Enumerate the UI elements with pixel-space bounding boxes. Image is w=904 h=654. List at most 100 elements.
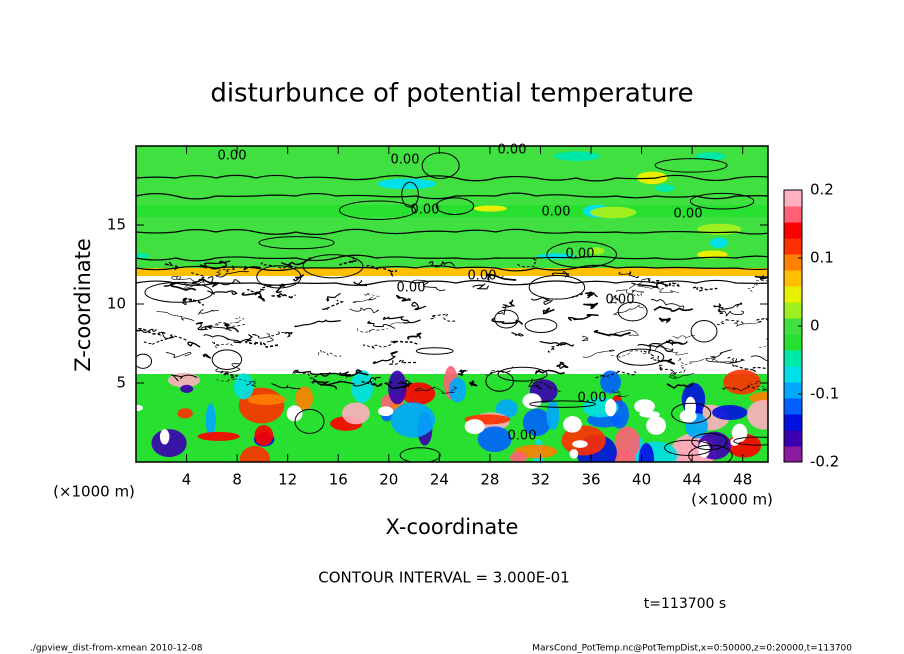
- field-patch: [286, 405, 303, 422]
- contour-line: [485, 366, 514, 376]
- contour-line: [615, 289, 644, 294]
- contour-line: [678, 358, 696, 367]
- contour-line: [144, 281, 213, 303]
- contour-line: [143, 335, 188, 345]
- contour-label: 0.00: [674, 207, 703, 222]
- contour-line: [401, 181, 419, 208]
- contour-line: [198, 309, 219, 315]
- contour-line: [195, 322, 213, 331]
- contour-line: [629, 278, 651, 289]
- contour-line: [353, 279, 367, 287]
- contour-line: [717, 318, 745, 326]
- contour-line: [722, 386, 749, 392]
- contour-line: [542, 307, 555, 315]
- contour-line: [582, 349, 616, 358]
- field-patch: [605, 398, 617, 417]
- contour-line: [225, 316, 245, 325]
- field-patch: [159, 429, 170, 445]
- contour-line: [216, 378, 257, 383]
- contour-line: [215, 363, 241, 373]
- field-patch: [546, 400, 560, 431]
- contour-line: [595, 370, 637, 379]
- contour-line: [435, 197, 475, 215]
- contour-line: [214, 271, 249, 278]
- contour-line: [222, 323, 240, 333]
- x-tick-label: 4: [182, 471, 192, 489]
- field-patch: [239, 445, 271, 462]
- contour-label: 0.00: [391, 153, 420, 168]
- contour-line: [421, 152, 460, 179]
- contour-line: [669, 371, 695, 379]
- colorbar-segment: [784, 318, 802, 335]
- contour-line: [157, 331, 175, 339]
- field-patch: [747, 399, 768, 430]
- colorbar-tick-label: -0.2: [810, 453, 839, 471]
- contour-line: [654, 346, 689, 356]
- x-axis-label: X-coordinate: [386, 515, 519, 539]
- colorbar-segment: [784, 430, 802, 447]
- field-band: [136, 268, 768, 276]
- contour-line: [252, 333, 274, 343]
- contour-line: [614, 329, 639, 336]
- contour-line: [171, 275, 199, 282]
- contour-line: [653, 305, 694, 312]
- contour-label: 0.00: [218, 149, 247, 164]
- contour-line: [618, 271, 640, 279]
- contour-line: [136, 279, 768, 286]
- contour-line: [617, 301, 648, 322]
- field-patch: [572, 440, 588, 448]
- colorbar-segment: [784, 222, 802, 239]
- contour-line: [610, 350, 651, 358]
- contour-line: [710, 349, 732, 361]
- contour-line: [469, 380, 478, 387]
- contour-label: 0.00: [508, 429, 537, 444]
- contour-line: [613, 304, 645, 316]
- contour-line: [497, 366, 548, 382]
- contour-line: [187, 298, 204, 306]
- contour-line: [211, 349, 243, 370]
- field-patch: [600, 370, 621, 394]
- contour-line: [165, 351, 192, 358]
- contour-line: [271, 293, 296, 300]
- contour-line: [750, 355, 768, 362]
- contour-line: [616, 348, 665, 366]
- colorbar-segment: [784, 286, 802, 303]
- contour-line: [637, 341, 683, 347]
- field-patch: [136, 252, 150, 260]
- colorbar-segment: [784, 302, 802, 319]
- field-patch: [377, 178, 437, 190]
- contour-line: [529, 400, 596, 408]
- contour-line: [658, 364, 675, 372]
- x-tick-label: 28: [480, 471, 499, 489]
- x-tick-label: 16: [329, 471, 348, 489]
- field-patch: [522, 408, 551, 436]
- contour-line: [312, 378, 355, 386]
- field-patch: [350, 370, 374, 403]
- field: [136, 146, 768, 462]
- field-patch: [180, 384, 194, 394]
- contour-line: [430, 313, 456, 322]
- colorbar-tick-label: -0.1: [810, 385, 839, 403]
- contour-line: [411, 279, 446, 291]
- contour-line: [317, 349, 342, 357]
- contour-line: [485, 273, 517, 281]
- contour-line: [293, 369, 331, 377]
- contour-line: [637, 286, 680, 294]
- contour-line: [294, 319, 341, 328]
- field-patch: [709, 237, 729, 248]
- colorbar-segment: [784, 366, 802, 383]
- contour-line: [532, 381, 563, 394]
- contour-line: [352, 297, 377, 303]
- contour-line: [136, 228, 768, 235]
- colorbar-segment: [784, 382, 802, 399]
- contour-line: [325, 292, 341, 302]
- contour-line: [721, 310, 745, 317]
- contour-line: [497, 304, 509, 315]
- contour-label: 0.00: [606, 293, 635, 308]
- field-patch: [563, 416, 582, 433]
- contour-line: [727, 357, 738, 363]
- contour-line: [485, 370, 514, 392]
- contour-line: [389, 340, 420, 346]
- contour-line: [136, 174, 768, 182]
- contour-line: [372, 351, 398, 364]
